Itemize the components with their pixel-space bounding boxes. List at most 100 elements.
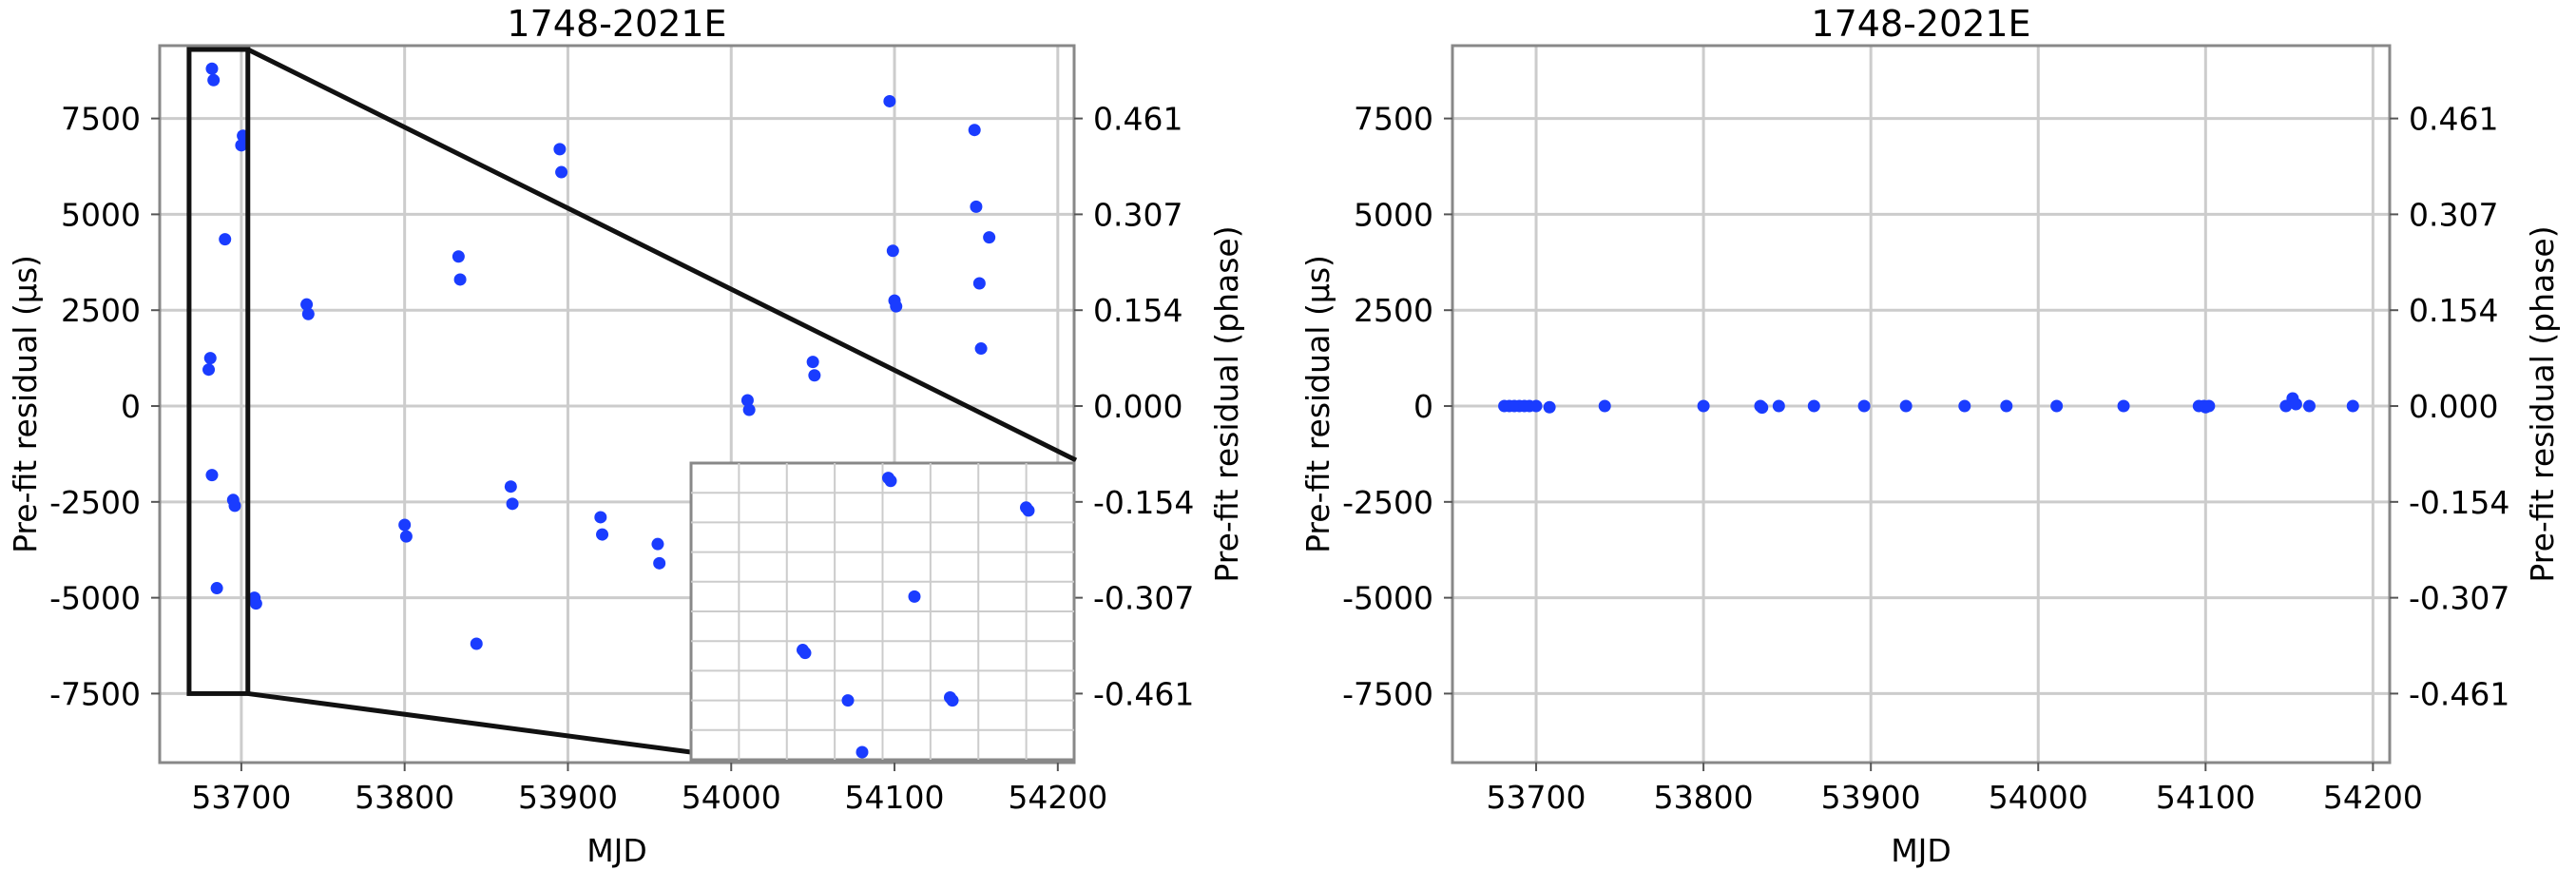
data-point <box>2050 399 2064 413</box>
data-point <box>742 403 756 416</box>
y-tick-label: 2500 <box>1354 292 1433 329</box>
data-point <box>808 369 821 382</box>
data-point <box>974 342 988 356</box>
data-point <box>452 250 465 263</box>
x-tick-label: 53800 <box>1654 779 1754 816</box>
y2-tick-label: -0.307 <box>2409 580 2509 617</box>
data-point <box>983 231 996 244</box>
data-point <box>970 200 983 213</box>
y2-tick-label: -0.461 <box>2409 675 2509 712</box>
y2-tick-label: 0.307 <box>1093 196 1182 233</box>
data-point <box>596 528 609 541</box>
data-point <box>1697 399 1710 413</box>
y-tick-label: -7500 <box>49 675 141 712</box>
x-tick-label: 54200 <box>2323 779 2423 816</box>
y2-tick-label: -0.461 <box>1093 675 1194 712</box>
zoom-connector-bottom <box>247 690 692 755</box>
y2-tick-label: -0.154 <box>2409 484 2509 521</box>
data-point <box>890 300 903 313</box>
data-point <box>210 582 223 595</box>
y2-tick-label: 0.461 <box>1093 101 1182 138</box>
data-point <box>2289 397 2302 411</box>
x-tick-label: 54000 <box>1989 779 2088 816</box>
data-point <box>219 233 232 246</box>
data-point <box>453 273 467 286</box>
inset-data-point <box>798 647 812 660</box>
data-point <box>2117 399 2130 413</box>
data-point <box>806 356 819 369</box>
data-point <box>2000 399 2013 413</box>
data-point <box>1958 399 1971 413</box>
zoom-box <box>186 47 251 696</box>
data-point <box>398 518 412 532</box>
y-tick-label: 2500 <box>61 292 141 329</box>
x-axis-label: MJD <box>586 832 647 869</box>
data-point <box>2346 399 2359 413</box>
inset-data-point <box>855 745 869 759</box>
y-tick-label: 0 <box>1413 388 1433 425</box>
y-tick-label: -2500 <box>1342 484 1433 521</box>
data-point <box>553 143 567 156</box>
inset-data-point <box>884 474 897 488</box>
data-point <box>740 394 754 407</box>
y2-tick-label: 0.154 <box>1093 292 1182 329</box>
y-tick-label: 7500 <box>1354 101 1433 138</box>
y2-tick-label: -0.307 <box>1093 580 1194 617</box>
x-tick-label: 53900 <box>518 779 618 816</box>
inset-data-point <box>908 590 921 603</box>
y-tick-label: -2500 <box>49 484 141 521</box>
y-axis-label: Pre-fit residual (μs) <box>7 255 44 553</box>
y-tick-label: -5000 <box>1342 580 1433 617</box>
y2-tick-label: 0.000 <box>2409 388 2498 425</box>
y2-tick-label: 0.000 <box>1093 388 1182 425</box>
y2-tick-label: 0.307 <box>2409 196 2498 233</box>
data-point <box>1899 399 1913 413</box>
x-tick-label: 54000 <box>682 779 781 816</box>
chart-title: 1748-2021E <box>1811 3 2030 45</box>
x-tick-label: 54200 <box>1008 779 1107 816</box>
y-tick-label: 0 <box>121 388 141 425</box>
data-point <box>968 124 981 137</box>
data-point <box>1756 401 1769 415</box>
x-tick-label: 53700 <box>191 779 291 816</box>
data-point <box>301 307 315 320</box>
x-tick-label: 53700 <box>1487 779 1586 816</box>
data-point <box>2202 399 2216 413</box>
data-point <box>883 94 896 107</box>
y-tick-label: -5000 <box>49 580 141 617</box>
data-point <box>1807 399 1820 413</box>
inset-data-point <box>946 694 959 707</box>
data-point <box>972 277 986 290</box>
data-point <box>594 511 607 524</box>
zoom-connector-top <box>246 47 1078 463</box>
data-point <box>1772 399 1785 413</box>
data-point <box>249 597 262 610</box>
plot-frame <box>158 44 1076 765</box>
y-tick-label: 5000 <box>61 196 141 233</box>
y2-tick-label: 0.461 <box>2409 101 2498 138</box>
data-point <box>651 537 664 551</box>
data-point <box>886 244 899 258</box>
chart-title: 1748-2021E <box>507 3 726 45</box>
x-tick-label: 53800 <box>355 779 454 816</box>
y-axis-label: Pre-fit residual (μs) <box>1299 255 1336 553</box>
data-point <box>1598 399 1611 413</box>
data-point <box>506 497 519 511</box>
y-tick-label: 5000 <box>1354 196 1433 233</box>
data-point <box>203 352 217 365</box>
y-tick-label: 7500 <box>61 101 141 138</box>
y-tick-label: -7500 <box>1342 675 1433 712</box>
data-point <box>228 499 241 513</box>
y2-tick-label: -0.154 <box>1093 484 1194 521</box>
y2-tick-label: 0.154 <box>2409 292 2498 329</box>
data-point <box>504 480 517 494</box>
inset-data-point <box>841 694 855 707</box>
x-tick-label: 54100 <box>845 779 945 816</box>
data-point <box>470 637 483 650</box>
data-point <box>205 62 219 75</box>
data-point <box>653 556 666 570</box>
y2-axis-label: Pre-fit residual (phase) <box>1208 225 1245 582</box>
data-point <box>399 530 413 543</box>
plot-frame <box>1451 44 2392 765</box>
data-point <box>1857 399 1871 413</box>
